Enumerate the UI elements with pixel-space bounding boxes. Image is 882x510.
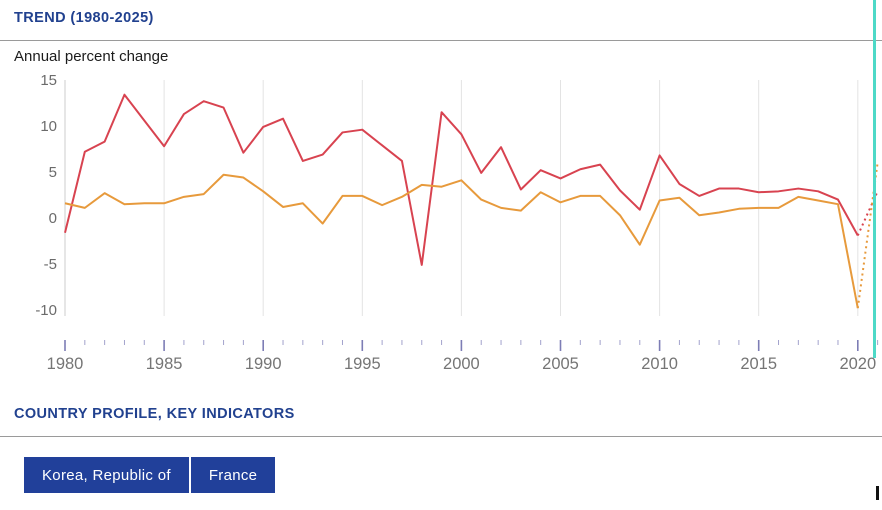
x-tick-label: 1980 — [47, 355, 84, 373]
y-tick-label: 10 — [40, 118, 57, 135]
screen-edge-artifact — [876, 486, 879, 500]
y-tick-label: -10 — [35, 302, 57, 319]
x-tick-label: 2020 — [839, 355, 876, 373]
x-tick-label: 2010 — [641, 355, 678, 373]
x-tick-label: 2000 — [443, 355, 480, 373]
y-tick-label: -5 — [44, 256, 57, 273]
x-tick-label: 1985 — [146, 355, 183, 373]
y-tick-label: 5 — [49, 164, 57, 181]
trend-line-chart[interactable]: 15 10 5 0 -5 -10 1980 1985 1990 1995 2000 2005 2010 2… — [0, 0, 882, 420]
y-tick-label: 15 — [40, 72, 57, 89]
x-tick-label: 2005 — [542, 355, 579, 373]
x-tick-label: 1995 — [344, 355, 381, 373]
section-divider — [0, 436, 882, 437]
series-line-france — [64, 173, 859, 309]
y-tick-label: 0 — [49, 210, 57, 227]
x-tick-label: 2015 — [740, 355, 777, 373]
trend-section-heading: TREND (1980-2025) — [14, 10, 154, 26]
profile-section-heading: COUNTRY PROFILE, KEY INDICATORS — [14, 406, 295, 422]
tab-france[interactable]: France — [190, 457, 276, 493]
country-tabs: Korea, Republic of France — [24, 457, 276, 493]
series-line-korea — [64, 93, 859, 266]
timeline-marker[interactable] — [873, 0, 876, 358]
chart-subtitle: Annual percent change — [14, 48, 169, 65]
tab-korea[interactable]: Korea, Republic of — [24, 457, 189, 493]
x-tick-label: 1990 — [245, 355, 282, 373]
section-divider — [0, 40, 882, 41]
